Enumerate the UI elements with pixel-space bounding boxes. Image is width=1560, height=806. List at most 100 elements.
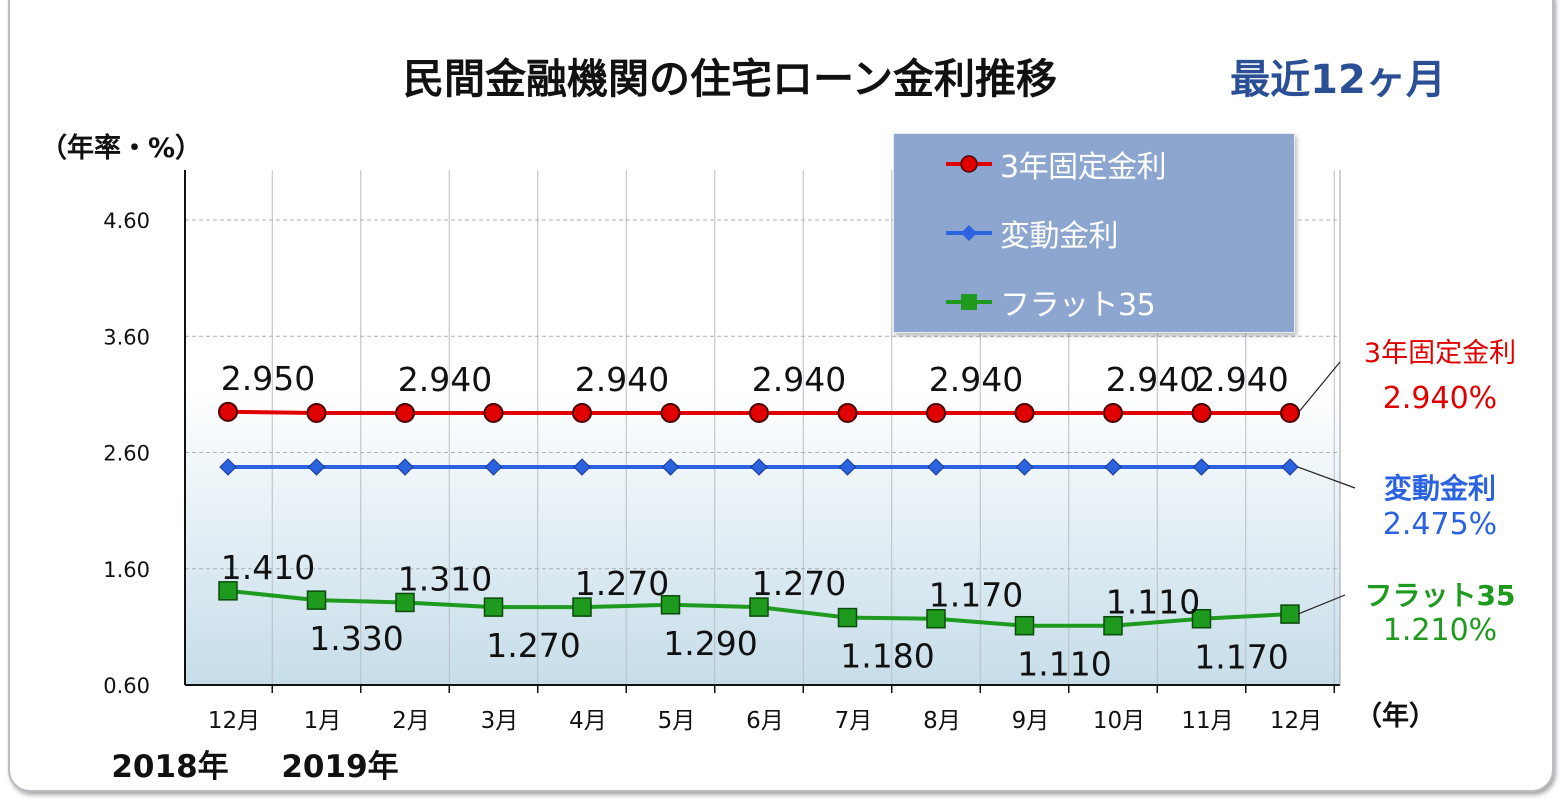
year-label: 2019年	[281, 749, 398, 785]
callout-name: 変動金利	[1384, 472, 1496, 505]
data-point-flat35	[749, 597, 769, 617]
data-label: 1.270	[752, 564, 846, 603]
data-label: 2.940	[1194, 360, 1288, 399]
y-tick-label: 2.60	[103, 442, 150, 466]
x-tick-label: 12月	[208, 708, 260, 734]
data-point-3yr-fixed	[483, 402, 504, 423]
data-point-flat35	[483, 597, 504, 617]
callout-value: 2.475%	[1383, 507, 1497, 542]
chart-subtitle: 最近12ヶ月	[1230, 57, 1446, 103]
data-point-3yr-fixed	[660, 402, 681, 423]
legend-swatch	[946, 294, 992, 310]
data-label: 2.940	[398, 360, 492, 399]
callout-leader	[1297, 594, 1346, 615]
data-point-variable	[573, 458, 591, 476]
callout-name: 3年固定金利	[1364, 338, 1516, 369]
legend-item: フラット35	[946, 280, 1156, 324]
x-tick-label: 6月	[746, 708, 784, 734]
data-label: 2.950	[221, 359, 315, 398]
x-tick-label: 9月	[1012, 708, 1050, 734]
data-label: 1.170	[1194, 638, 1288, 677]
data-point-variable	[396, 458, 414, 476]
x-tick-label: 10月	[1093, 708, 1145, 734]
legend-swatch	[946, 155, 992, 173]
data-point-flat35	[1191, 608, 1212, 629]
legend-item: 3年固定金利	[946, 142, 1167, 186]
data-point-3yr-fixed	[1280, 402, 1300, 423]
data-label: 1.290	[663, 624, 757, 663]
x-tick-label: 11月	[1181, 708, 1233, 734]
data-point-variable	[307, 458, 326, 476]
x-tick-label: 1月	[304, 708, 342, 734]
legend-label: 変動金利	[1000, 219, 1119, 254]
x-tick-label: 3月	[481, 708, 519, 734]
data-label: 1.410	[221, 548, 315, 587]
data-label: 1.310	[398, 559, 492, 598]
x-axis-unit-label: （年）	[1355, 700, 1436, 732]
data-point-variable	[1192, 458, 1211, 476]
x-tick-label: 12月	[1270, 708, 1322, 734]
data-point-3yr-fixed	[218, 401, 238, 422]
data-point-flat35	[926, 608, 946, 629]
data-point-variable	[1015, 458, 1034, 476]
data-point-3yr-fixed	[572, 402, 592, 423]
y-axis-unit-label: （年率・%）	[40, 132, 202, 164]
data-point-variable	[750, 458, 768, 476]
data-point-variable	[219, 458, 237, 476]
y-tick-label: 1.60	[103, 558, 150, 582]
data-point-flat35	[395, 592, 415, 613]
legend-swatch	[946, 225, 992, 241]
data-label: 2.940	[929, 360, 1023, 399]
x-tick-label: 7月	[835, 708, 873, 734]
callout-leader	[1297, 466, 1356, 489]
data-label: 1.270	[575, 564, 669, 603]
data-point-flat35	[572, 597, 592, 617]
chart-title: 民間金融機関の住宅ローン金利推移	[403, 55, 1057, 103]
data-label: 1.110	[1017, 645, 1111, 684]
data-point-flat35	[1014, 615, 1035, 636]
data-label: 1.170	[929, 576, 1023, 615]
callout-leader	[1297, 361, 1341, 414]
data-point-variable	[484, 458, 503, 476]
data-label: 1.330	[309, 619, 403, 658]
data-point-flat35	[306, 590, 327, 610]
y-tick-label: 4.60	[103, 209, 150, 233]
x-tick-label: 2月	[392, 708, 430, 734]
data-point-flat35	[218, 581, 238, 601]
callout-value: 2.940%	[1383, 381, 1497, 416]
data-label: 1.270	[486, 626, 580, 665]
data-point-variable	[927, 458, 945, 476]
data-point-3yr-fixed	[926, 402, 946, 423]
data-point-3yr-fixed	[1191, 402, 1212, 423]
x-tick-label: 8月	[923, 708, 961, 734]
data-point-3yr-fixed	[306, 402, 327, 423]
data-point-3yr-fixed	[1103, 402, 1123, 423]
data-label: 1.180	[840, 637, 934, 676]
y-tick-label: 0.60	[103, 674, 150, 698]
data-label: 2.940	[575, 360, 669, 399]
callout-value: 1.210%	[1383, 613, 1497, 648]
y-tick-label: 3.60	[103, 325, 150, 349]
data-point-variable	[838, 458, 857, 476]
data-point-flat35	[660, 595, 681, 615]
data-point-flat35	[1103, 615, 1123, 636]
data-label: 2.940	[752, 360, 846, 399]
x-tick-label: 5月	[658, 708, 696, 734]
data-point-3yr-fixed	[1014, 402, 1035, 423]
data-label: 2.940	[1106, 360, 1200, 399]
chart-legend: 3年固定金利 変動金利フラット35	[893, 133, 1295, 333]
data-point-flat35	[837, 607, 858, 628]
data-point-variable	[1281, 458, 1299, 476]
data-point-3yr-fixed	[395, 402, 415, 423]
callout-name: フラット35	[1365, 579, 1516, 612]
year-label: 2018年	[111, 749, 228, 785]
data-label: 1.110	[1106, 583, 1200, 622]
data-point-variable	[1104, 458, 1122, 476]
legend-label: フラット35	[1000, 288, 1156, 323]
data-point-3yr-fixed	[749, 402, 769, 423]
legend-label: 3年固定金利	[1000, 150, 1167, 185]
data-point-flat35	[1280, 604, 1300, 624]
x-tick-label: 4月	[569, 708, 607, 734]
legend-item: 変動金利	[946, 211, 1119, 255]
